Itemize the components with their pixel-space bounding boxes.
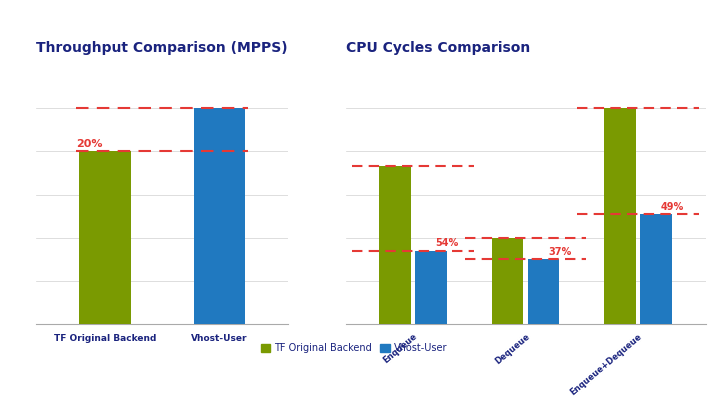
Bar — [528, 259, 559, 324]
Text: 13: 13 — [690, 384, 700, 394]
Bar — [415, 251, 447, 324]
Bar — [640, 214, 672, 324]
Text: intel: intel — [661, 386, 678, 392]
Text: CPU Cycles Comparison: CPU Cycles Comparison — [346, 41, 530, 55]
Bar — [194, 108, 245, 324]
Bar — [492, 238, 523, 324]
Bar — [79, 151, 130, 324]
Text: 37%: 37% — [548, 247, 572, 257]
Text: Throughput Comparison (MPPS): Throughput Comparison (MPPS) — [36, 41, 287, 55]
Text: Network Platforms Group: Network Platforms Group — [254, 384, 351, 394]
Text: 20%: 20% — [76, 139, 102, 149]
Legend: TF Original Backend, Vhost-User: TF Original Backend, Vhost-User — [257, 339, 451, 357]
Text: 54%: 54% — [436, 239, 459, 249]
Bar — [604, 108, 636, 324]
Text: 49%: 49% — [661, 202, 684, 212]
Bar — [379, 166, 411, 324]
